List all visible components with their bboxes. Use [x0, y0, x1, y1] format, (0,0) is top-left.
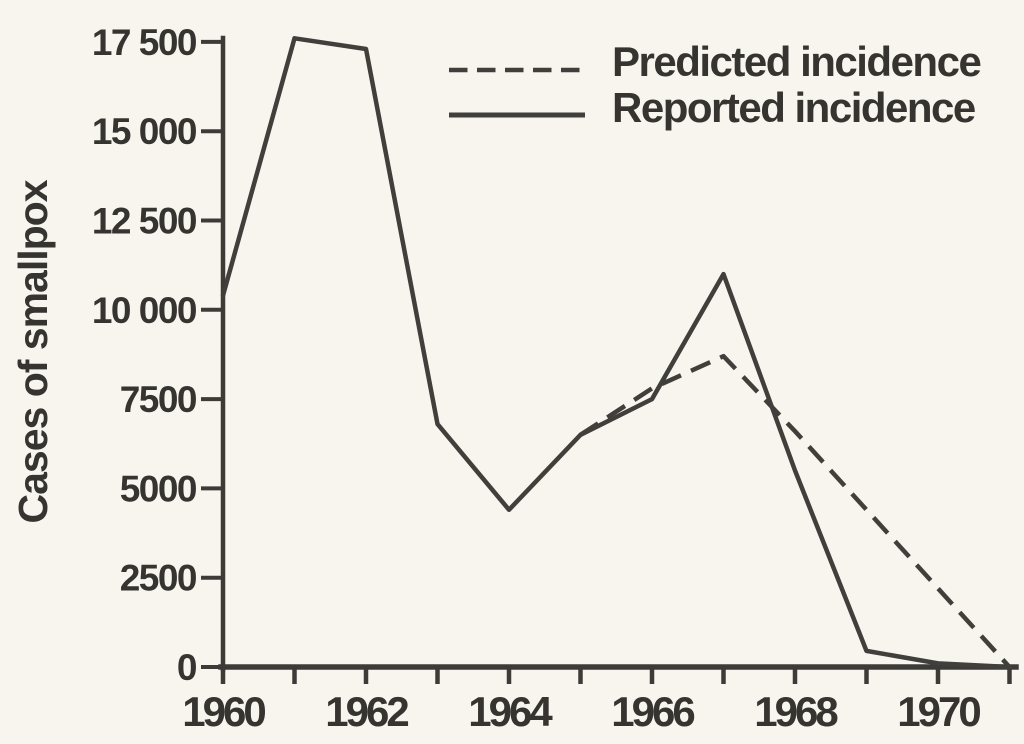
legend-label-reported: Reported incidence: [612, 84, 975, 131]
x-tick-label: 1964: [468, 688, 553, 735]
x-tick-label: 1960: [182, 688, 265, 735]
y-axis-title: Cases of smallpox: [10, 179, 56, 523]
y-tick-label: 10 000: [92, 290, 197, 331]
y-tick-label: 17 500: [92, 22, 197, 63]
x-tick-label: 1966: [611, 688, 694, 735]
predicted-incidence-line: [579, 353, 1012, 669]
y-tick-label: 5000: [120, 468, 197, 509]
legend-label-predicted: Predicted incidence: [612, 38, 980, 85]
legend-item-reported: Reported incidence: [449, 84, 976, 131]
legend-item-predicted: Predicted incidence: [449, 38, 982, 85]
data-series: [220, 36, 1012, 670]
y-tick-label: 7500: [120, 379, 197, 420]
y-tick-label: 2500: [120, 558, 197, 599]
x-tick-label: 1970: [897, 688, 980, 735]
y-tick-label: 0: [177, 647, 197, 688]
x-tick-label: 1962: [325, 688, 408, 735]
reported-incidence-line: [220, 36, 1012, 670]
y-tick-label: 12 500: [92, 201, 197, 242]
x-tick-label: 1968: [754, 688, 838, 735]
y-axis-ticks: 0 2500 5000 7500 10 000 12 500 15 000 17 500: [92, 22, 223, 688]
x-axis-ticks: 1960 1962 1964 1966 1968 1970: [182, 666, 1012, 735]
legend: Predicted incidence Reported incidence: [449, 38, 982, 131]
y-tick-label: 15 000: [92, 111, 197, 152]
axes: [218, 35, 1019, 672]
